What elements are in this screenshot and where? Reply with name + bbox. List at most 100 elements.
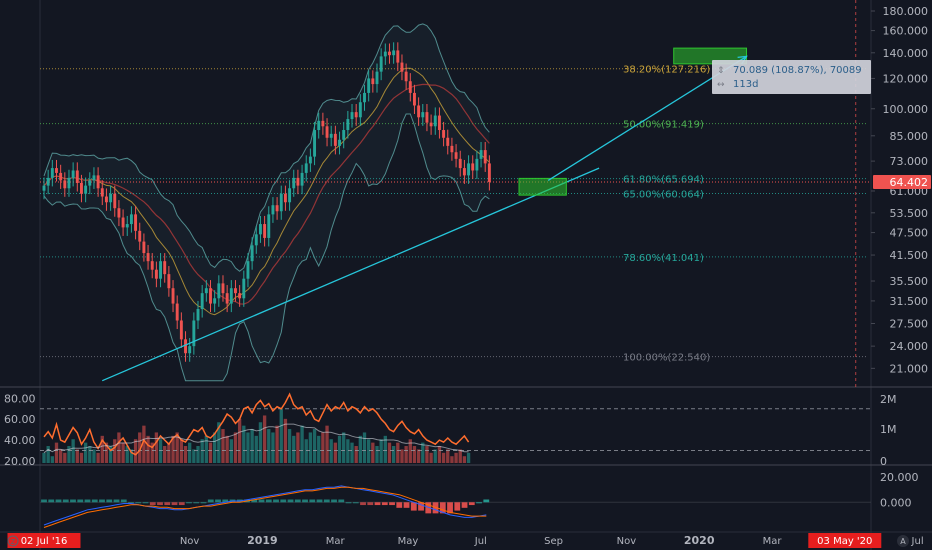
macd-histogram-bar[interactable] [186,502,192,504]
volume-bar[interactable] [304,439,308,463]
volume-bar[interactable] [63,452,67,463]
candle-body[interactable] [475,158,479,171]
candle-body[interactable] [325,126,329,138]
macd-pane[interactable] [40,485,871,528]
candle-body[interactable] [462,168,466,176]
volume-bar[interactable] [321,432,325,463]
volume-bar[interactable] [250,429,254,463]
candle-body[interactable] [283,193,287,203]
candle-body[interactable] [425,112,429,123]
volume-bar[interactable] [325,425,329,463]
macd-histogram-bar[interactable] [410,502,417,511]
volume-bar[interactable] [454,452,458,463]
volume-bar[interactable] [71,439,75,463]
candle-body[interactable] [246,261,250,279]
volume-bar[interactable] [212,432,217,463]
macd-histogram-bar[interactable] [77,499,84,503]
candle-body[interactable] [367,78,371,93]
volume-bar[interactable] [183,446,188,463]
volume-bar[interactable] [425,446,429,463]
candle-body[interactable] [479,150,483,159]
volume-bar[interactable] [104,442,109,463]
volume-bar[interactable] [333,442,338,463]
candle-body[interactable] [71,170,75,178]
macd-histogram-bar[interactable] [338,499,345,503]
volume-bar[interactable] [396,442,400,463]
macd-histogram-bar[interactable] [222,499,229,503]
candle-body[interactable] [104,196,108,203]
candle-body[interactable] [121,217,125,228]
rsi-line[interactable] [43,392,470,456]
macd-histogram-bar[interactable] [403,502,410,508]
candle-body[interactable] [154,269,158,279]
macd-histogram-bar[interactable] [135,502,142,504]
macd-histogram-bar[interactable] [461,502,468,508]
candle-body[interactable] [171,288,175,304]
price-pane[interactable]: 38.20%(127.216) 50.00%(91.419) 61.80%(65.6… [40,0,871,387]
volume-bar[interactable] [375,446,379,463]
candle-body[interactable] [267,214,271,238]
candle-body[interactable] [42,185,46,191]
volume-bar[interactable] [350,442,354,463]
volume-bar[interactable] [125,446,129,463]
volume-rsi-pane[interactable] [40,392,871,463]
candle-body[interactable] [258,224,262,235]
volume-bar[interactable] [271,432,275,463]
macd-histogram-bar[interactable] [287,499,294,503]
volume-bar[interactable] [412,446,417,463]
candle-body[interactable] [429,122,433,127]
macd-histogram-bar[interactable] [476,502,482,504]
volume-bar[interactable] [279,408,283,463]
candle-body[interactable] [346,119,350,131]
candle-body[interactable] [392,50,396,56]
volume-bar[interactable] [42,452,46,463]
volume-bar[interactable] [421,442,425,463]
candle-body[interactable] [417,105,421,118]
candle-body[interactable] [134,214,138,231]
volume-bar[interactable] [229,439,233,463]
volume-bar[interactable] [437,446,442,463]
candle-body[interactable] [333,133,337,146]
candle-body[interactable] [400,62,404,72]
candle-body[interactable] [442,130,446,138]
candle-body[interactable] [329,133,333,138]
candle-body[interactable] [125,224,129,228]
candle-body[interactable] [167,274,171,289]
macd-histogram-bar[interactable] [99,499,105,503]
macd-histogram-bar[interactable] [142,502,149,504]
volume-bar[interactable] [146,435,150,463]
volume-bar[interactable] [50,456,54,463]
volume-bar[interactable] [92,449,96,463]
volume-bar[interactable] [400,449,404,463]
macd-histogram-bar[interactable] [418,502,424,511]
macd-histogram-bar[interactable] [258,499,265,503]
macd-histogram-bar[interactable] [157,502,163,506]
volume-bar[interactable] [387,442,392,463]
macd-histogram-bar[interactable] [454,502,461,511]
macd-histogram-bar[interactable] [280,499,287,503]
candle-body[interactable] [483,150,487,164]
candle-body[interactable] [317,120,321,131]
volume-bar[interactable] [100,435,104,463]
candle-body[interactable] [412,92,416,106]
volume-bar[interactable] [208,442,213,463]
candle-body[interactable] [396,50,400,63]
volume-bar[interactable] [450,456,454,463]
volume-bar[interactable] [154,432,159,463]
candle-body[interactable] [196,309,200,321]
candle-body[interactable] [75,170,79,183]
volume-bar[interactable] [254,435,258,463]
macd-line[interactable] [43,485,487,526]
candle-body[interactable] [163,261,167,275]
candle-body[interactable] [55,168,58,173]
macd-histogram-bar[interactable] [483,499,490,503]
buy-zone-box[interactable] [518,177,567,196]
candle-body[interactable] [363,92,366,103]
macd-histogram-bar[interactable] [41,499,47,503]
candle-body[interactable] [313,130,317,157]
candle-body[interactable] [254,234,258,246]
candle-body[interactable] [229,288,233,304]
candle-body[interactable] [204,288,208,294]
volume-bar[interactable] [433,449,437,463]
